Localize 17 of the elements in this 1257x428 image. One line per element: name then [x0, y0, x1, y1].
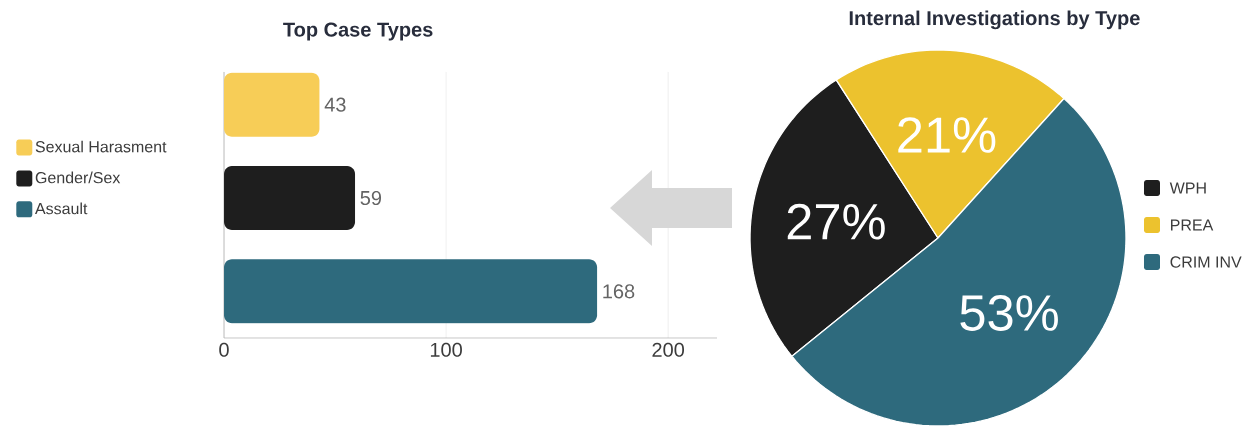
x-tick-label: 100 [430, 342, 462, 357]
legend-label: Assault [34, 202, 88, 215]
legend-label: Sexual Harasment [35, 140, 167, 153]
x-tick-label: 200 [652, 342, 685, 357]
data-label: 59 [360, 190, 382, 206]
legend-label: PREA [1171, 219, 1214, 231]
legend-label: CRIM INV [1170, 256, 1242, 268]
legend-label: Gender/Sex [35, 171, 121, 184]
legend-label: WPH [1169, 182, 1206, 194]
data-label: 53% [960, 295, 1058, 331]
chart-title: Internal Investigations by Type [849, 10, 1140, 30]
data-label: 21% [898, 117, 996, 153]
data-label: 43 [324, 97, 346, 112]
data-label: 168 [603, 284, 635, 299]
chart-title: Top Case Types [283, 22, 433, 41]
data-label: 27% [787, 203, 885, 240]
x-tick-label: 0 [219, 342, 229, 357]
